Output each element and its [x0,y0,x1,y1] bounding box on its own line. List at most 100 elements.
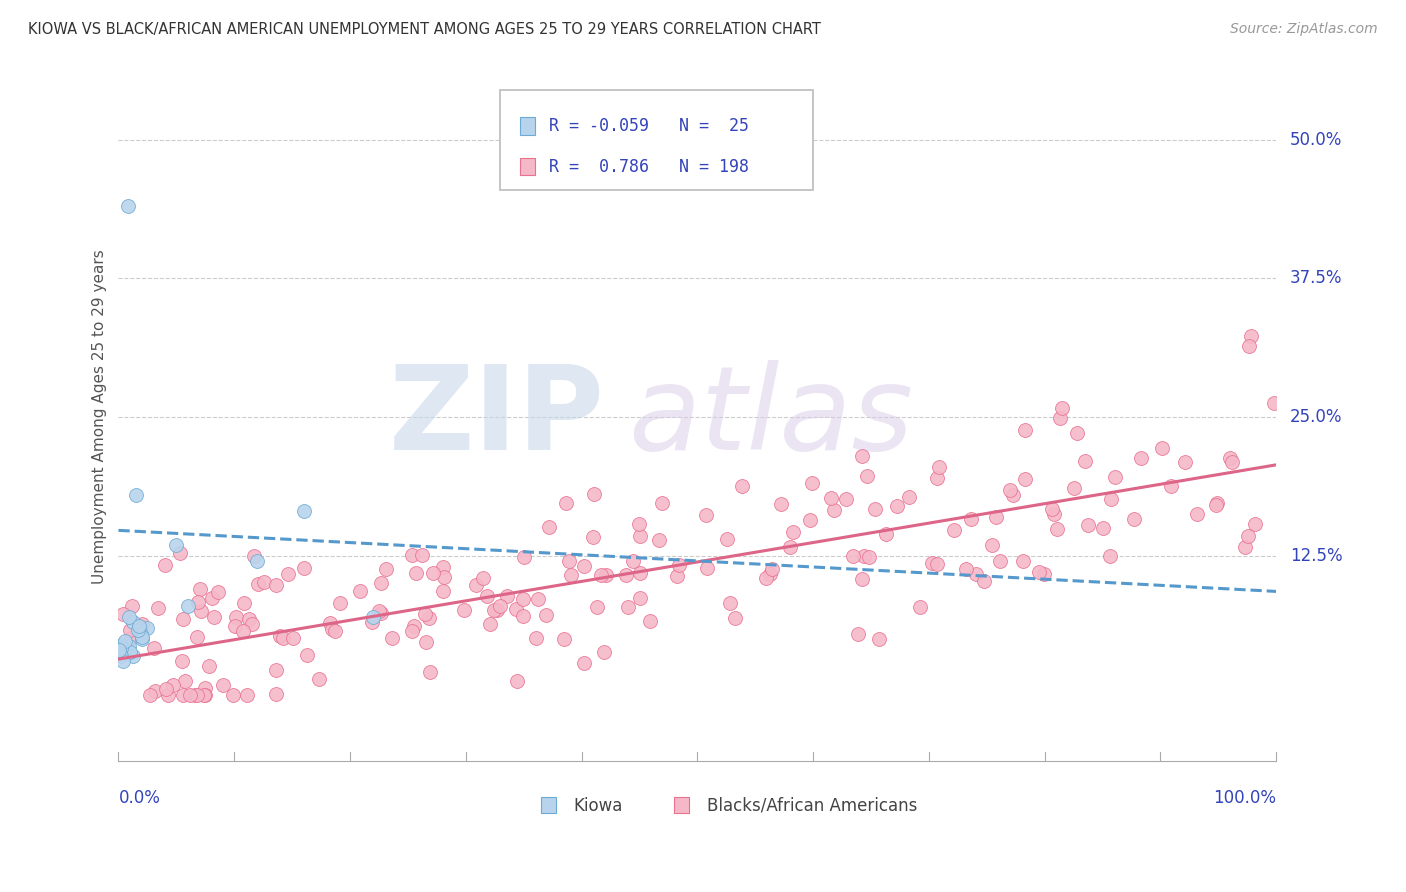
Point [554,496,576,510]
Point [190,604,212,618]
Point [477,590,499,604]
Point [401,548,423,562]
Point [172,612,194,626]
Point [537,520,560,534]
Point [589,568,612,582]
Point [955,562,977,576]
Text: atlas: atlas [628,360,912,475]
Point [111,607,134,621]
Point [820,491,842,506]
Point [560,567,582,582]
Point [779,541,801,555]
Point [370,576,392,591]
Point [1074,454,1097,468]
Point [1122,512,1144,526]
Point [253,574,276,589]
Point [486,603,509,617]
Point [453,603,475,617]
Point [1205,498,1227,512]
Point [193,688,215,702]
Point [131,617,153,632]
Point [172,688,194,702]
Point [401,624,423,638]
Point [696,561,718,575]
Point [512,608,534,623]
Point [232,624,254,639]
Point [731,479,754,493]
Point [668,558,690,572]
Point [110,638,132,652]
Point [236,688,259,702]
Point [921,556,943,570]
Point [1092,521,1115,535]
Point [418,610,440,624]
Point [665,569,688,583]
Point [112,654,135,668]
Point [238,612,260,626]
Point [628,591,651,605]
Point [1263,395,1285,409]
Point [264,578,287,592]
Text: KIOWA VS BLACK/AFRICAN AMERICAN UNEMPLOYMENT AMONG AGES 25 TO 29 YEARS CORRELATI: KIOWA VS BLACK/AFRICAN AMERICAN UNEMPLOY… [28,22,821,37]
Bar [520,117,536,135]
Point [488,599,510,613]
Point [592,645,614,659]
Point [415,635,437,649]
Point [875,527,897,541]
Point [1104,470,1126,484]
Point [1066,426,1088,441]
Point [186,688,208,702]
Point [368,604,391,618]
Point [433,570,456,584]
Point [648,533,671,548]
Point [266,664,288,678]
Point [1160,479,1182,493]
Point [207,585,229,599]
Text: 12.5%: 12.5% [1289,547,1343,565]
Bar [673,797,689,813]
Point [211,678,233,692]
Point [638,614,661,628]
FancyBboxPatch shape [501,90,813,190]
Point [868,632,890,646]
Text: Kiowa: Kiowa [574,797,623,814]
Point [108,643,131,657]
Bar [541,797,557,813]
Point [375,562,398,576]
Point [292,561,315,575]
Point [651,496,673,510]
Point [1185,507,1208,521]
Point [524,631,547,645]
Point [495,589,517,603]
Point [247,577,270,591]
Point [758,566,780,581]
Point [269,629,291,643]
Point [1220,455,1243,469]
Point [716,533,738,547]
Point [111,643,134,657]
Point [321,622,343,636]
Point [908,600,931,615]
Point [925,471,948,485]
Point [886,500,908,514]
Point [478,616,501,631]
Point [162,678,184,692]
Point [361,610,384,624]
Point [925,557,948,571]
Point [1152,441,1174,455]
Point [557,554,579,568]
Point [157,688,180,702]
Point [852,549,875,563]
Point [1028,565,1050,579]
Text: Source: ZipAtlas.com: Source: ZipAtlas.com [1230,22,1378,37]
Text: 37.5%: 37.5% [1289,269,1343,287]
Point [534,607,557,622]
Point [623,554,645,568]
Point [842,549,865,563]
Point [513,549,536,564]
Point [482,603,505,617]
Point [404,619,426,633]
Point [177,599,200,613]
Point [198,659,221,673]
Point [243,549,266,564]
